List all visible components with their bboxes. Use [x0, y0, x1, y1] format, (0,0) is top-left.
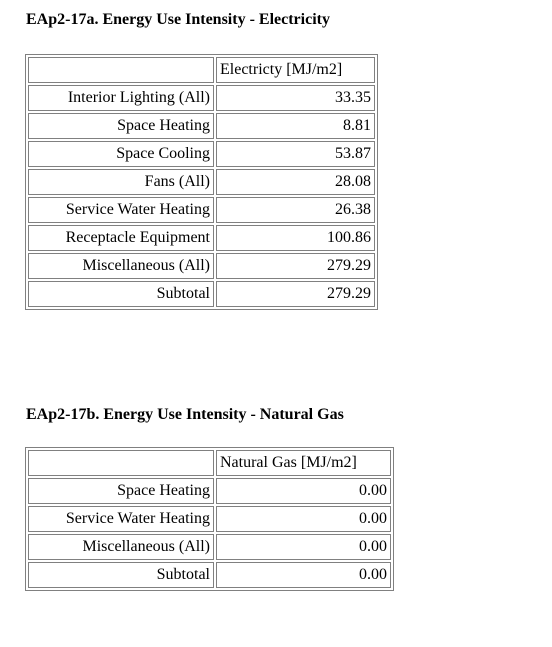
table-row: Fans (All) 28.08 [28, 169, 375, 195]
row-label: Space Heating [28, 113, 214, 139]
row-label: Receptacle Equipment [28, 225, 214, 251]
table-row: Space Cooling 53.87 [28, 141, 375, 167]
column-header-natural-gas: Natural Gas [MJ/m2] [216, 450, 391, 476]
table-row: Service Water Heating 0.00 [28, 506, 391, 532]
row-label: Space Heating [28, 478, 214, 504]
table-row: Miscellaneous (All) 279.29 [28, 253, 375, 279]
subtotal-label: Subtotal [28, 562, 214, 588]
subtotal-row: Subtotal 0.00 [28, 562, 391, 588]
table-row: Service Water Heating 26.38 [28, 197, 375, 223]
row-value: 0.00 [216, 506, 391, 532]
row-value: 100.86 [216, 225, 375, 251]
row-label: Space Cooling [28, 141, 214, 167]
natural-gas-table-title: EAp2-17b. Energy Use Intensity - Natural… [26, 406, 344, 423]
row-value: 28.08 [216, 169, 375, 195]
header-blank-cell [28, 57, 214, 83]
table-header-row: Electricty [MJ/m2] [28, 57, 375, 83]
table-row: Interior Lighting (All) 33.35 [28, 85, 375, 111]
row-value: 8.81 [216, 113, 375, 139]
header-blank-cell [28, 450, 214, 476]
row-value: 53.87 [216, 141, 375, 167]
table-row: Space Heating 0.00 [28, 478, 391, 504]
row-value: 33.35 [216, 85, 375, 111]
subtotal-row: Subtotal 279.29 [28, 281, 375, 307]
table-row: Receptacle Equipment 100.86 [28, 225, 375, 251]
column-header-electricity: Electricty [MJ/m2] [216, 57, 375, 83]
row-label: Service Water Heating [28, 506, 214, 532]
electricity-table-title: EAp2-17a. Energy Use Intensity - Electri… [26, 11, 330, 28]
row-label: Miscellaneous (All) [28, 253, 214, 279]
subtotal-value: 0.00 [216, 562, 391, 588]
table-header-row: Natural Gas [MJ/m2] [28, 450, 391, 476]
row-value: 0.00 [216, 534, 391, 560]
subtotal-value: 279.29 [216, 281, 375, 307]
row-value: 0.00 [216, 478, 391, 504]
row-value: 26.38 [216, 197, 375, 223]
row-label: Miscellaneous (All) [28, 534, 214, 560]
row-label: Fans (All) [28, 169, 214, 195]
table-row: Space Heating 8.81 [28, 113, 375, 139]
row-value: 279.29 [216, 253, 375, 279]
subtotal-label: Subtotal [28, 281, 214, 307]
row-label: Service Water Heating [28, 197, 214, 223]
table-row: Miscellaneous (All) 0.00 [28, 534, 391, 560]
natural-gas-eui-table: Natural Gas [MJ/m2] Space Heating 0.00 S… [25, 447, 394, 591]
row-label: Interior Lighting (All) [28, 85, 214, 111]
electricity-eui-table: Electricty [MJ/m2] Interior Lighting (Al… [25, 54, 378, 310]
